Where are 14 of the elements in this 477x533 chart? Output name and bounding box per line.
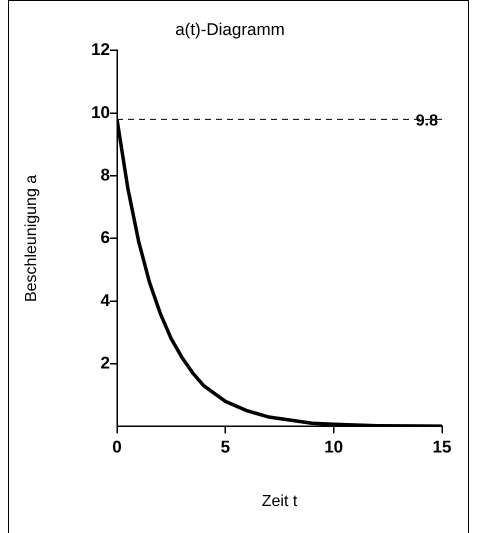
- x-tick-label: 15: [432, 437, 452, 456]
- chart-title: a(t)-Diagramm: [175, 20, 285, 39]
- y-tick-label: 8: [100, 165, 110, 184]
- y-axis-title: Beschleunigung a: [23, 174, 40, 302]
- x-tick-label: 5: [220, 437, 230, 456]
- y-tick-label: 12: [91, 40, 110, 60]
- x-tick-label: 0: [112, 437, 122, 456]
- x-axis-title: Zeit t: [262, 492, 298, 510]
- ref-line-label: 9.8: [416, 112, 438, 130]
- y-tick-label: 2: [100, 353, 110, 372]
- x-tick-label: 10: [324, 437, 344, 456]
- y-tick-label: 4: [100, 290, 111, 310]
- y-tick-label: 10: [91, 102, 110, 122]
- y-tick-label: 6: [100, 228, 110, 248]
